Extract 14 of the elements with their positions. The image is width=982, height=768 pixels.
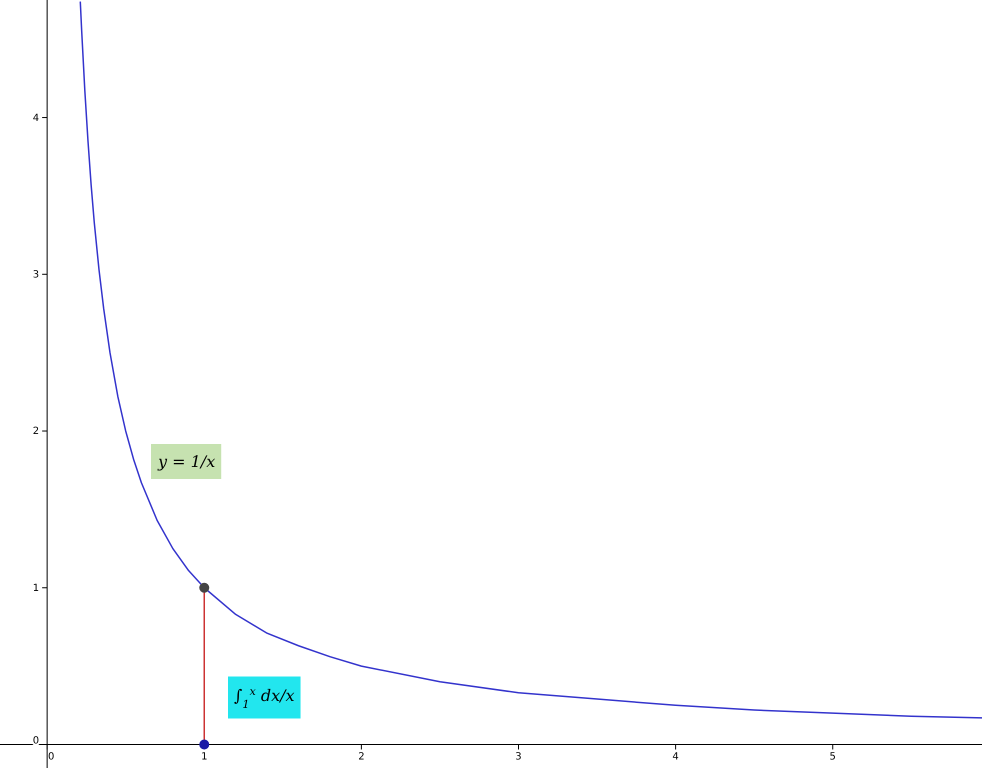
y-tick-label: 0: [32, 735, 40, 746]
x-tick-label: 2: [358, 752, 365, 763]
annotation: y = 1/x: [157, 452, 216, 471]
y-tick-label: 1: [32, 582, 40, 594]
x-tick-label: 5: [830, 752, 836, 763]
y-tick-label: 4: [32, 112, 40, 124]
line-series: [80, 0, 982, 719]
x-tick-label: 3: [515, 752, 522, 763]
x-tick-label: 0: [48, 752, 54, 763]
x-tick-label: 1: [201, 752, 208, 763]
x-tick-label: 4: [672, 752, 679, 763]
annotation: ∫$_{1}$$^{x}$ dx/x: [234, 684, 295, 710]
y-tick-label: 3: [32, 269, 40, 280]
y-tick-label: 2: [32, 426, 40, 438]
